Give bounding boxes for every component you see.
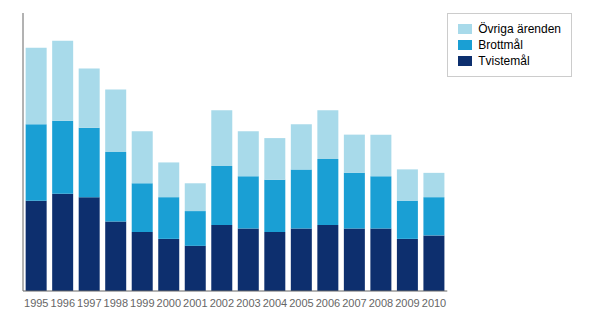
- svg-text:2004: 2004: [263, 297, 287, 309]
- svg-text:2006: 2006: [316, 297, 340, 309]
- svg-text:1995: 1995: [24, 297, 48, 309]
- svg-text:2003: 2003: [236, 297, 260, 309]
- svg-text:2009: 2009: [395, 297, 419, 309]
- svg-text:2010: 2010: [422, 297, 446, 309]
- svg-text:1997: 1997: [77, 297, 101, 309]
- html-text:Tvistemål: Tvistemål: [478, 54, 530, 68]
- html-text:Brottmål: Brottmål: [478, 38, 523, 52]
- html-text:Övriga ärenden: Övriga ärenden: [478, 22, 561, 36]
- svg-text:1996: 1996: [51, 297, 75, 309]
- svg-text:1999: 1999: [130, 297, 154, 309]
- svg-text:2008: 2008: [369, 297, 393, 309]
- svg-text:2001: 2001: [183, 297, 207, 309]
- svg-text:2000: 2000: [157, 297, 181, 309]
- svg-text:1998: 1998: [104, 297, 128, 309]
- svg-text:2005: 2005: [289, 297, 313, 309]
- svg-text:2002: 2002: [210, 297, 234, 309]
- svg-text:2007: 2007: [342, 297, 366, 309]
